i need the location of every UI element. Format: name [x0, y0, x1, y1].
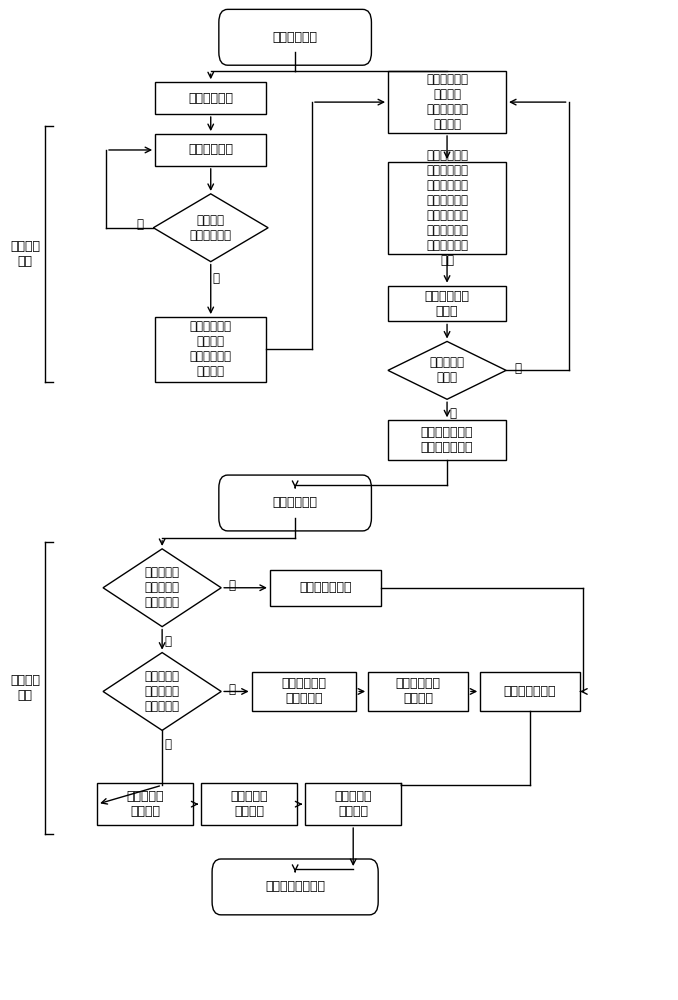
- Text: 电池组均衡维护: 电池组均衡维护: [504, 685, 557, 698]
- Text: 检测过程是
否完成: 检测过程是 否完成: [430, 356, 464, 384]
- Text: 是: 是: [164, 738, 171, 751]
- Text: 检测过程初始
参数整定
（人工输入检
测项目）: 检测过程初始 参数整定 （人工输入检 测项目）: [426, 73, 468, 131]
- Text: 电池检测
过程: 电池检测 过程: [10, 240, 40, 268]
- Text: 否: 否: [228, 579, 235, 592]
- Polygon shape: [103, 653, 221, 730]
- Bar: [388, 286, 506, 321]
- Text: 系统通讯同步: 系统通讯同步: [188, 143, 233, 156]
- Text: 电池组基本
性参数是否
在规定范围: 电池组基本 性参数是否 在规定范围: [144, 670, 180, 713]
- Bar: [480, 672, 580, 711]
- Text: 数据输出，并分
析得出检测结论: 数据输出，并分 析得出检测结论: [421, 426, 473, 454]
- Text: 记录或存储
维护结果: 记录或存储 维护结果: [334, 790, 372, 818]
- Text: 检测维护过程结束: 检测维护过程结束: [265, 880, 325, 893]
- Bar: [201, 783, 297, 825]
- Bar: [388, 162, 506, 254]
- Text: 检测流程开始: 检测流程开始: [273, 31, 317, 44]
- Text: 是: 是: [213, 272, 220, 285]
- Text: 分析数据，
输出结论: 分析数据， 输出结论: [231, 790, 268, 818]
- Text: 电池组均衡维护: 电池组均衡维护: [299, 581, 352, 594]
- Text: 故障单体电池
筛选和剔除: 故障单体电池 筛选和剔除: [281, 677, 326, 705]
- Text: 同步数据上传
和记录: 同步数据上传 和记录: [424, 290, 470, 318]
- Text: 电池组一致
性参数是否
在规定范围: 电池组一致 性参数是否 在规定范围: [144, 566, 180, 609]
- Text: 检测过程初始
参数整定
（人工输入检
测项目）: 检测过程初始 参数整定 （人工输入检 测项目）: [190, 320, 232, 378]
- Text: 是: 是: [164, 635, 171, 648]
- Bar: [368, 672, 468, 711]
- Bar: [388, 420, 506, 460]
- Text: 否: 否: [228, 683, 235, 696]
- Text: 重组电池组并
重新标定: 重组电池组并 重新标定: [395, 677, 441, 705]
- Text: 电池维护
过程: 电池维护 过程: [10, 674, 40, 702]
- Text: 维护流程开始: 维护流程开始: [273, 496, 317, 509]
- FancyBboxPatch shape: [219, 475, 372, 531]
- Bar: [155, 82, 266, 114]
- Bar: [252, 672, 356, 711]
- Text: 完成硬件连接: 完成硬件连接: [188, 92, 233, 105]
- Bar: [98, 783, 193, 825]
- Text: 同步数据上
传和记录: 同步数据上 传和记录: [127, 790, 164, 818]
- Polygon shape: [153, 194, 268, 262]
- FancyBboxPatch shape: [219, 9, 372, 65]
- Polygon shape: [388, 341, 506, 399]
- Bar: [305, 783, 401, 825]
- Bar: [388, 71, 506, 133]
- Text: 是否完成
系统通讯同步: 是否完成 系统通讯同步: [190, 214, 232, 242]
- Text: 否: 否: [136, 218, 143, 231]
- Bar: [155, 134, 266, 166]
- Text: 通过电池管理
系统和同步式
电池数据采集
装置测量的电
池数据对充放
电设备和均衡
装置进行功率
控制: 通过电池管理 系统和同步式 电池数据采集 装置测量的电 池数据对充放 电设备和均…: [426, 149, 468, 267]
- Text: 是: 是: [449, 407, 456, 420]
- Text: 否: 否: [514, 362, 521, 375]
- Bar: [155, 317, 266, 382]
- FancyBboxPatch shape: [212, 859, 378, 915]
- Bar: [270, 570, 381, 606]
- Polygon shape: [103, 549, 221, 627]
